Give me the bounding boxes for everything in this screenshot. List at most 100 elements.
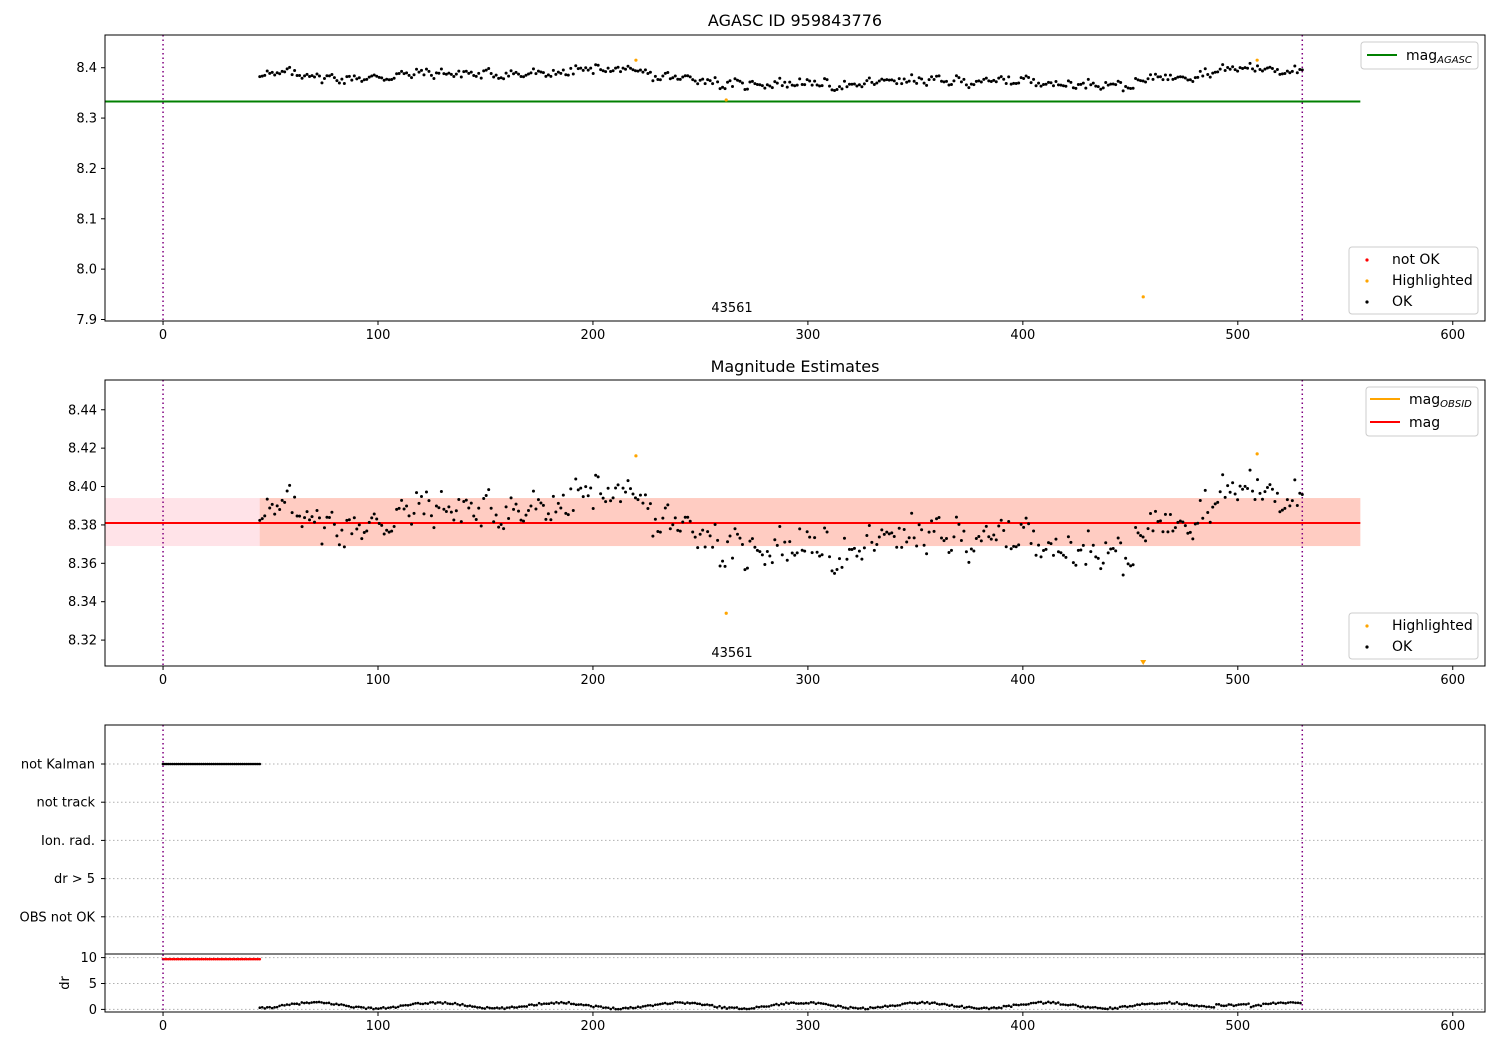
ok-point [278, 507, 282, 511]
ok-point [900, 82, 904, 86]
ok-point [1201, 516, 1205, 520]
dr-point [515, 1006, 519, 1009]
dr-point [542, 1002, 546, 1005]
ok-point [972, 83, 976, 87]
ok-point [728, 79, 732, 83]
ok-point [979, 80, 983, 84]
ok-point [325, 74, 329, 78]
ok-point [390, 77, 394, 81]
dr-point [436, 1001, 440, 1004]
dr-point [518, 1005, 521, 1008]
ok-point [566, 73, 570, 77]
ok-point [546, 512, 550, 516]
dr-point [634, 1006, 637, 1010]
ok-point [472, 73, 476, 77]
ok-point [1186, 78, 1190, 82]
flag-point [239, 762, 242, 766]
dr-point [508, 1006, 511, 1009]
ok-point [360, 537, 364, 541]
ok-point [517, 72, 521, 76]
ok-point [842, 536, 846, 540]
dr-point [354, 1005, 358, 1009]
ok-point [835, 87, 839, 91]
flag-point [237, 762, 240, 766]
ok-point [1236, 498, 1240, 502]
ok-point [419, 68, 423, 72]
ok-point [808, 535, 812, 539]
ok-point [1146, 527, 1150, 531]
ok-point [748, 539, 752, 543]
ok-point [1268, 483, 1272, 487]
dr-point [1286, 1001, 1290, 1004]
dr-point [429, 1001, 432, 1004]
ok-point [740, 543, 744, 547]
flag-point [244, 762, 248, 766]
ok-point [447, 505, 451, 509]
ok-point [308, 74, 312, 78]
legend-marker-highlighted [1365, 624, 1369, 628]
ok-point [1208, 520, 1212, 524]
flag-point [223, 762, 227, 766]
ok-point [400, 498, 404, 502]
dr-flagged-point [225, 957, 229, 961]
ok-point [1265, 66, 1269, 70]
ok-point [504, 505, 508, 509]
dr-point [1123, 1004, 1127, 1008]
ok-point [561, 68, 565, 72]
ok-point [1278, 72, 1282, 76]
ok-point [972, 549, 976, 553]
dr-point [854, 1006, 857, 1010]
legend-marker-ok [1365, 645, 1369, 649]
flag-row-label: Ion. rad. [41, 834, 95, 849]
ok-point [589, 486, 593, 490]
dr-point [765, 1005, 768, 1008]
ok-point [531, 67, 535, 71]
dr-point [582, 1003, 585, 1007]
dr-point [409, 1003, 412, 1007]
ok-point [487, 488, 491, 492]
ok-point [815, 550, 819, 554]
ok-point [1158, 519, 1162, 523]
ok-point [489, 506, 493, 510]
dr-point [777, 1003, 781, 1007]
x-tick-label: 300 [795, 328, 820, 343]
ok-point [1051, 553, 1055, 557]
ok-point [1188, 78, 1192, 82]
dr-point [374, 1007, 378, 1010]
ok-point [1076, 82, 1080, 86]
flag-row-label: OBS not OK [20, 910, 96, 925]
ok-point [711, 82, 715, 86]
ok-point [1270, 66, 1274, 70]
ok-point [1260, 497, 1264, 501]
dr-point [1064, 1003, 1067, 1007]
dr-point [1076, 1004, 1080, 1008]
x-tick-label: 100 [366, 328, 391, 343]
dr-point [958, 1005, 961, 1009]
dr-point [597, 1005, 600, 1008]
ok-point [947, 83, 951, 87]
ok-point [457, 69, 461, 73]
ok-point [940, 536, 944, 540]
dr-point [564, 1002, 568, 1005]
ok-point [1034, 553, 1038, 557]
ok-point [1288, 71, 1292, 75]
ok-point [681, 520, 685, 524]
ok-point [345, 75, 349, 79]
dr-point [846, 1007, 850, 1010]
dr-point [1170, 1002, 1174, 1005]
ok-point [524, 513, 528, 517]
dr-point [1264, 1002, 1268, 1006]
x-tick-label: 400 [1010, 1019, 1035, 1034]
dr-point [416, 1001, 420, 1005]
y-tick-label: 8.32 [68, 634, 97, 649]
ok-point [805, 530, 809, 534]
dr-point [1158, 1002, 1161, 1005]
ok-point [1223, 69, 1227, 73]
ok-point [335, 79, 339, 83]
dr-point [616, 1007, 620, 1011]
ok-point [1032, 529, 1036, 533]
ok-point [773, 538, 777, 542]
dr-point [982, 1006, 986, 1010]
ok-point [303, 516, 307, 520]
dr-point [950, 1003, 954, 1007]
